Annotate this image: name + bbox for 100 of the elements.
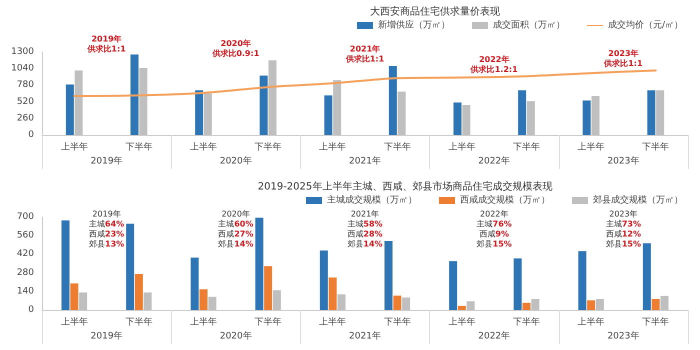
- chart-title: 2019-2025年上半年主城、西咸、郊县市场商品住宅成交规模表现: [258, 180, 552, 192]
- bar: [208, 296, 216, 310]
- legend-label: 成交面积（万㎡）: [492, 20, 565, 30]
- y-tick-label: 260: [16, 113, 34, 124]
- text: 2021年: [349, 330, 381, 342]
- text: 2023年: [607, 156, 640, 166]
- y-tick-label: 560: [16, 230, 34, 241]
- bar: [466, 301, 475, 310]
- bar: [62, 220, 70, 310]
- text: 2022年: [478, 330, 510, 342]
- bar: [195, 90, 204, 135]
- bar: [324, 95, 332, 135]
- annotation: 2019年供求比1:1: [86, 34, 126, 54]
- bar: [531, 298, 540, 310]
- x-tick-label: 下半年: [384, 316, 411, 328]
- y-tick-label: 700: [16, 212, 34, 222]
- bar: [126, 224, 134, 310]
- text: 2020年: [220, 330, 252, 342]
- bar: [260, 76, 268, 135]
- annotation: 2021年供求比1:1: [344, 44, 385, 64]
- bar: [134, 274, 143, 310]
- x-tick-label: 上半年: [578, 316, 605, 328]
- legend-label: 新增供应（万㎡）: [378, 20, 450, 30]
- bar: [272, 290, 281, 310]
- annotation: 2023年主城73%西咸12%郊县15%: [606, 210, 641, 248]
- bar: [656, 90, 664, 135]
- bar: [660, 296, 668, 310]
- x-tick-label: 上半年: [190, 316, 217, 328]
- annotation: 2019年主城64%西咸23%郊县13%: [89, 210, 124, 248]
- bar: [449, 261, 458, 310]
- x-tick-label: 上半年: [319, 142, 346, 152]
- bar: [526, 101, 535, 135]
- bar: [338, 294, 346, 310]
- annotation: 2023年供求比1:1: [603, 49, 643, 68]
- legend-label: 主城成交规模（万㎡）: [327, 194, 417, 206]
- legend-label: 郊县成交规模（万㎡）: [593, 194, 683, 206]
- bar: [144, 292, 152, 310]
- bar: [200, 289, 208, 310]
- bar: [320, 250, 328, 310]
- y-tick-label: 520: [16, 96, 34, 107]
- bar: [582, 100, 591, 135]
- bar: [578, 251, 586, 310]
- bar: [268, 60, 276, 135]
- bar: [333, 80, 342, 135]
- text: 2019年: [90, 330, 123, 342]
- bar: [522, 302, 530, 310]
- y-tick-label: 140: [16, 286, 34, 296]
- bar: [592, 96, 600, 135]
- x-tick-label: 下半年: [125, 142, 152, 152]
- bar: [462, 104, 470, 135]
- legend-label: 成交均价（元/㎡）: [608, 20, 684, 30]
- bar: [384, 241, 392, 310]
- x-tick-label: 上半年: [319, 316, 346, 328]
- x-tick-label: 上半年: [448, 142, 476, 152]
- bar: [647, 90, 656, 135]
- annotation: 2022年供求比1.2:1: [470, 54, 518, 74]
- annotation: 2022年主城76%西咸9%郊县15%: [476, 210, 512, 248]
- bar: [393, 296, 402, 310]
- bar: [190, 258, 199, 310]
- y-tick-label: 1300: [11, 47, 34, 57]
- bar: [458, 306, 466, 310]
- x-tick-label: 下半年: [513, 142, 540, 152]
- bar: [328, 277, 337, 310]
- bar: [130, 54, 138, 135]
- bar: [255, 218, 264, 310]
- bar: [652, 298, 660, 310]
- y-tick-label: 280: [16, 268, 34, 278]
- bar: [204, 94, 212, 135]
- bar: [264, 266, 272, 310]
- x-tick-label: 下半年: [642, 142, 670, 152]
- x-tick-label: 上半年: [578, 142, 605, 152]
- y-tick-label: 0: [28, 130, 34, 140]
- y-tick-label: 420: [16, 249, 34, 260]
- bar: [139, 68, 148, 135]
- text: 2019年: [90, 156, 123, 166]
- text: 2022年: [478, 156, 510, 166]
- annotation: 2020年主城60%西咸27%郊县14%: [218, 210, 254, 248]
- x-tick-label: 下半年: [254, 316, 282, 328]
- bar: [79, 292, 88, 310]
- x-tick-label: 下半年: [125, 316, 152, 328]
- annotation: 2021年主城58%西咸28%郊县14%: [347, 210, 383, 248]
- bar: [402, 298, 410, 310]
- bar: [66, 84, 74, 135]
- legend-label: 西咸成交规模（万㎡）: [460, 194, 550, 206]
- x-tick-label: 上半年: [448, 316, 476, 328]
- x-tick-label: 下半年: [254, 142, 282, 152]
- bar: [70, 283, 78, 310]
- text: 2023年: [607, 330, 640, 342]
- x-tick-label: 上半年: [190, 142, 217, 152]
- bar: [398, 92, 406, 135]
- bar: [587, 300, 596, 310]
- x-tick-label: 上半年: [60, 316, 88, 328]
- text: 2020年: [220, 156, 252, 166]
- chart-title: 大西安商品住宅供求量价表现: [370, 6, 500, 18]
- bar: [642, 243, 651, 310]
- y-tick-label: 780: [16, 80, 34, 90]
- x-tick-label: 下半年: [642, 316, 670, 328]
- y-tick-label: 0: [28, 305, 34, 315]
- x-tick-label: 下半年: [513, 316, 540, 328]
- bar: [596, 298, 604, 310]
